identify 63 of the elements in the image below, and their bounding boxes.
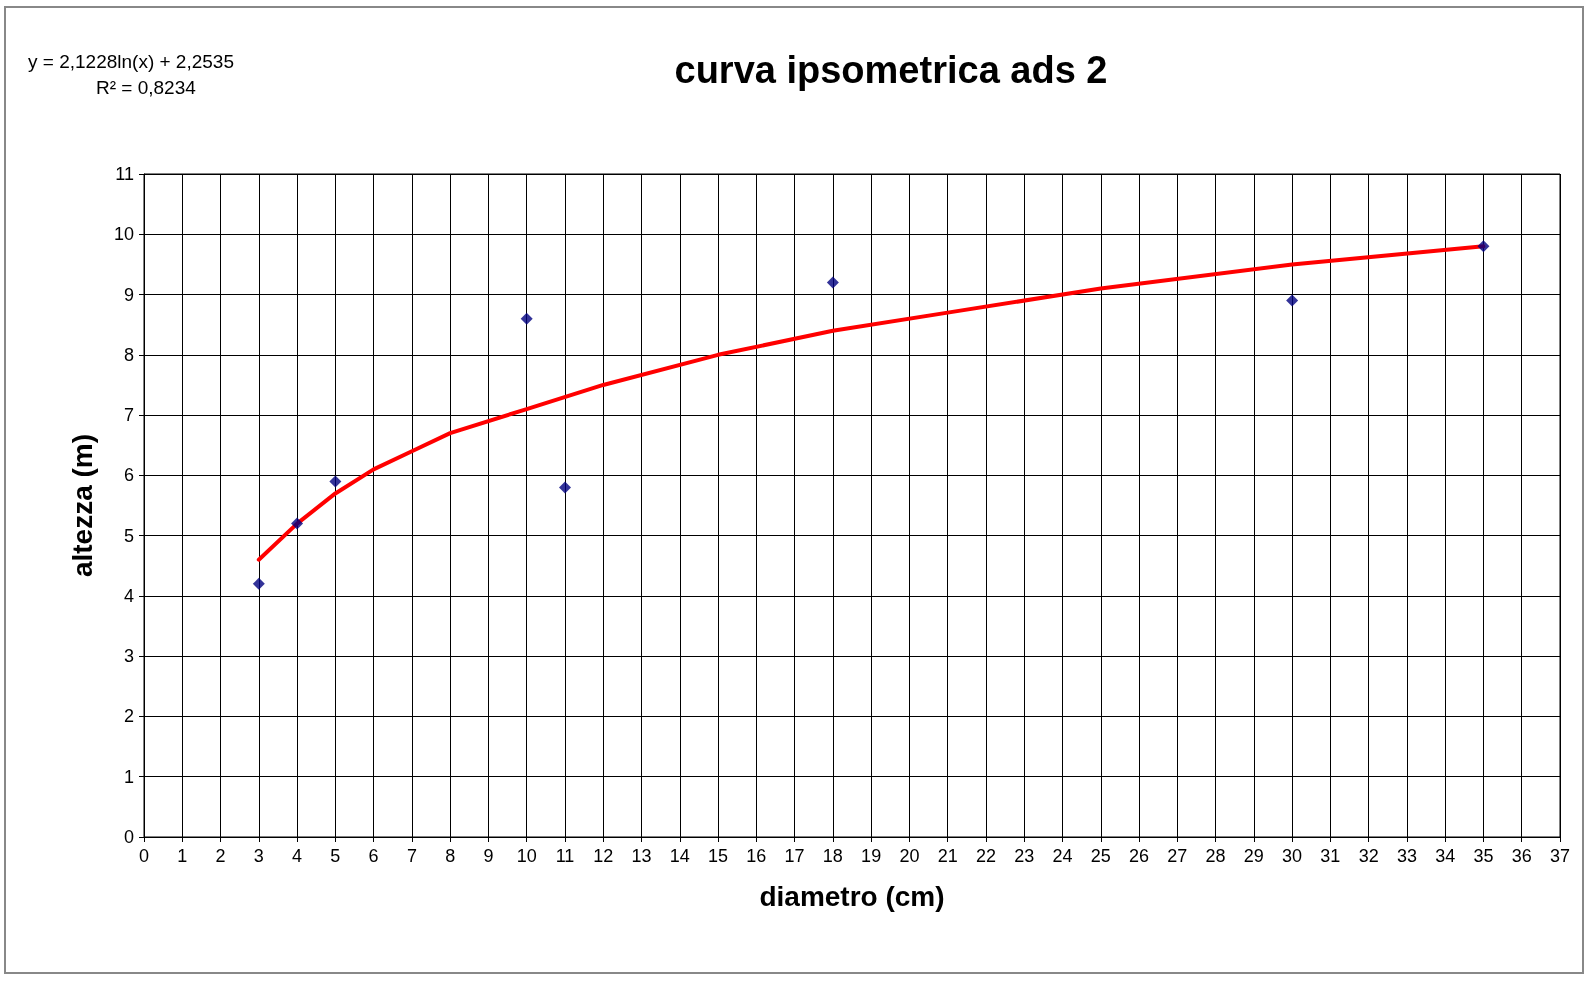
x-tick-label: 19 [861,846,882,866]
y-tick-label: 9 [123,284,134,305]
point [329,475,342,488]
x-tick-label: 1 [177,846,188,866]
x-tick-label: 35 [1473,846,1494,866]
x-tick-label: 17 [784,846,805,866]
x-tick-label: 29 [1243,846,1264,866]
point [1286,294,1299,307]
x-tick-label: 25 [1090,846,1111,866]
x-tick-label: 33 [1396,846,1417,866]
x-tick-label: 21 [937,846,958,866]
text: y = 2,1228ln(x) + 2,2535 [28,51,234,72]
text: R² = 0,8234 [96,77,197,98]
point [520,312,533,325]
y-tick-label: 7 [123,405,134,426]
point [1477,240,1490,253]
x-tick-label: 0 [138,846,150,866]
x-tick-label: 24 [1052,846,1073,866]
x-tick-label: 23 [1014,846,1035,866]
x-tick-label: 4 [292,846,303,866]
point [826,276,839,289]
point [558,481,571,494]
y-tick-label: 6 [123,465,134,486]
x-tick-label: 10 [516,846,537,866]
y-tick-label: 5 [123,525,134,546]
x-tick-label: 36 [1511,846,1532,866]
x-tick-label: 15 [708,846,729,866]
chart-title: curva ipsometrica ads 2 [674,49,1108,91]
y-tick-label: 4 [123,585,134,606]
x-tick-label: 11 [555,846,575,866]
x-tick-label: 3 [253,846,264,866]
y-axis-title: altezza (m) [66,433,98,578]
x-tick-label: 8 [445,846,456,866]
x-tick-label: 6 [368,846,379,866]
y-tick-label: 0 [123,827,134,847]
y-tick-label: 8 [123,344,134,365]
x-tick-label: 27 [1167,846,1188,866]
y-tick-label: 2 [123,706,134,727]
x-tick-label: 31 [1320,846,1341,866]
y-tick-label: 1 [123,766,134,787]
x-tick-label: 7 [406,846,417,866]
point [291,517,304,530]
x-tick-label: 18 [822,846,843,866]
x-tick-label: 2 [215,846,226,866]
x-tick-label: 28 [1205,846,1226,866]
x-tick-label: 22 [975,846,996,866]
x-tick-label: 13 [631,846,652,866]
x-tick-label: 30 [1282,846,1303,866]
x-axis-title: diametro (cm) [759,880,945,912]
x-tick-label: 14 [669,846,690,866]
x-tick-label: 37 [1549,846,1571,866]
x-tick-label: 32 [1358,846,1379,866]
x-tick-label: 26 [1129,846,1150,866]
x-tick-label: 5 [330,846,341,866]
y-tick-label: 10 [113,224,134,245]
y-tick-label: 11 [115,164,134,184]
y-tick-label: 3 [123,646,134,667]
x-tick-label: 16 [746,846,767,866]
x-tick-label: 9 [483,846,494,866]
x-tick-label: 20 [899,846,920,866]
x-tick-label: 12 [593,846,614,866]
x-tick-label: 34 [1435,846,1456,866]
point [252,577,265,590]
